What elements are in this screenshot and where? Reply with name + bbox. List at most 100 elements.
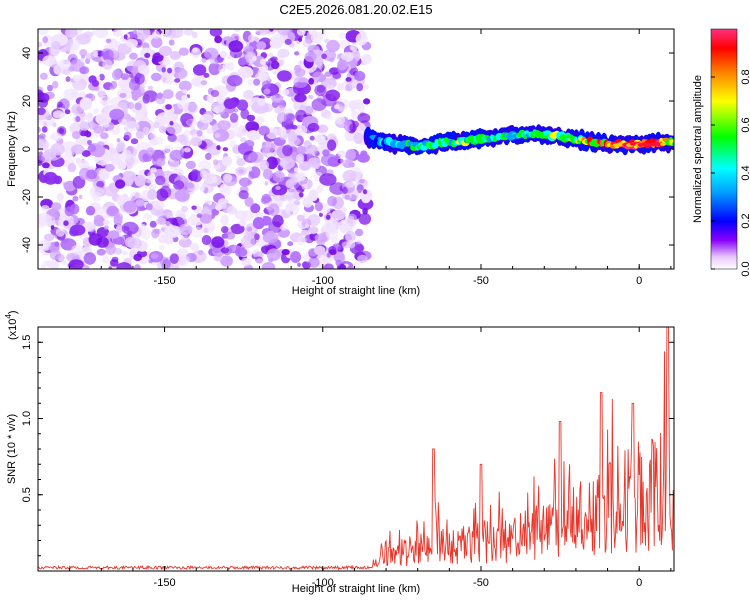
noise-blob xyxy=(250,203,261,214)
noise-blob xyxy=(277,70,292,82)
noise-blob xyxy=(65,29,78,38)
noise-blob xyxy=(327,139,337,151)
noise-blob xyxy=(167,133,177,142)
spectrogram-panel: -150 -100 -50 0 -40 -20 0 20 40 Height of straig… xyxy=(6,28,675,297)
noise-blob xyxy=(134,175,146,187)
noise-blob xyxy=(81,150,91,157)
noise-blob xyxy=(120,73,130,81)
colorbar-tick-label: 0.6 xyxy=(740,117,750,132)
noise-blob xyxy=(217,120,231,131)
noise-blob xyxy=(83,252,97,265)
noise-blob xyxy=(51,202,62,211)
noise-blob xyxy=(246,226,253,232)
noise-blob xyxy=(127,237,143,249)
noise-blob xyxy=(164,236,174,245)
noise-blob xyxy=(340,157,346,164)
noise-blob xyxy=(203,72,210,78)
noise-blob xyxy=(199,213,213,224)
noise-blob xyxy=(211,236,225,248)
noise-blob xyxy=(319,173,337,186)
noise-blob xyxy=(242,210,255,222)
noise-blob xyxy=(65,76,71,82)
noise-blob xyxy=(201,57,207,63)
noise-blob xyxy=(50,143,65,156)
noise-blob xyxy=(355,244,365,252)
noise-blob xyxy=(311,98,327,111)
noise-blob xyxy=(178,80,192,92)
noise-blob xyxy=(238,57,247,66)
noise-blob xyxy=(261,80,271,89)
noise-blob xyxy=(139,223,146,231)
noise-blob xyxy=(296,145,307,155)
noise-blob xyxy=(161,190,168,197)
noise-blob xyxy=(317,132,327,142)
noise-blob xyxy=(85,131,92,138)
noise-blob xyxy=(191,47,201,58)
noise-blob xyxy=(294,129,302,135)
noise-blob xyxy=(134,192,140,199)
noise-blob xyxy=(308,94,314,100)
noise-blob xyxy=(271,94,284,103)
noise-blob xyxy=(348,99,358,110)
signal-peak xyxy=(660,142,667,146)
noise-blob xyxy=(103,185,118,197)
noise-blob xyxy=(269,29,274,32)
noise-blob xyxy=(296,124,301,129)
noise-blob xyxy=(337,106,345,112)
noise-blob xyxy=(42,36,49,43)
noise-blob xyxy=(247,79,254,87)
noise-blob xyxy=(328,57,335,63)
colorbar-tick-label: 0.8 xyxy=(740,69,750,84)
noise-blob xyxy=(113,213,124,221)
noise-blob xyxy=(142,94,150,104)
noise-blob xyxy=(351,111,359,120)
noise-blob xyxy=(178,223,193,235)
noise-blob xyxy=(156,92,163,100)
y-tick-label: 0.5 xyxy=(21,487,33,502)
noise-blob xyxy=(105,242,116,256)
noise-blob xyxy=(123,176,134,187)
noise-blob xyxy=(140,88,146,93)
noise-blob xyxy=(257,72,267,79)
noise-blob xyxy=(256,41,267,50)
noise-blob xyxy=(38,138,50,152)
noise-blob xyxy=(158,45,173,57)
noise-blob xyxy=(307,157,321,168)
noise-blob xyxy=(262,168,273,180)
signal-core xyxy=(671,141,674,147)
figure-title: C2E5.2026.081.20.02.E15 xyxy=(279,2,432,17)
noise-blob xyxy=(121,149,132,160)
noise-blob xyxy=(228,140,237,148)
noise-blob xyxy=(145,203,153,211)
snr-marks xyxy=(38,327,674,571)
noise-blob xyxy=(279,194,288,202)
noise-blob xyxy=(318,212,323,217)
noise-blob xyxy=(274,105,286,115)
noise-blob xyxy=(280,224,288,231)
colorbar-tick-label: 0.4 xyxy=(740,165,750,180)
noise-blob xyxy=(155,210,165,218)
x-tick-label: -100 xyxy=(312,275,334,287)
noise-blob xyxy=(357,103,366,113)
noise-blob xyxy=(175,134,187,143)
noise-blob xyxy=(304,51,317,63)
colorbar-gradient xyxy=(710,28,738,270)
noise-blob xyxy=(116,138,121,143)
noise-blob xyxy=(237,66,254,79)
noise-blob xyxy=(87,143,96,153)
noise-blob xyxy=(302,196,313,208)
noise-blob xyxy=(56,101,63,108)
noise-blob xyxy=(287,241,294,247)
noise-blob xyxy=(173,180,185,190)
noise-blob xyxy=(349,123,357,132)
noise-blob xyxy=(61,260,67,265)
noise-blob xyxy=(146,178,153,184)
noise-blob xyxy=(337,59,348,71)
snr-background xyxy=(38,327,674,571)
noise-blob xyxy=(308,257,320,268)
noise-blob xyxy=(158,244,165,250)
noise-blob xyxy=(243,89,255,100)
noise-blob xyxy=(277,48,290,58)
noise-blob xyxy=(243,140,255,149)
noise-blob xyxy=(85,53,93,60)
